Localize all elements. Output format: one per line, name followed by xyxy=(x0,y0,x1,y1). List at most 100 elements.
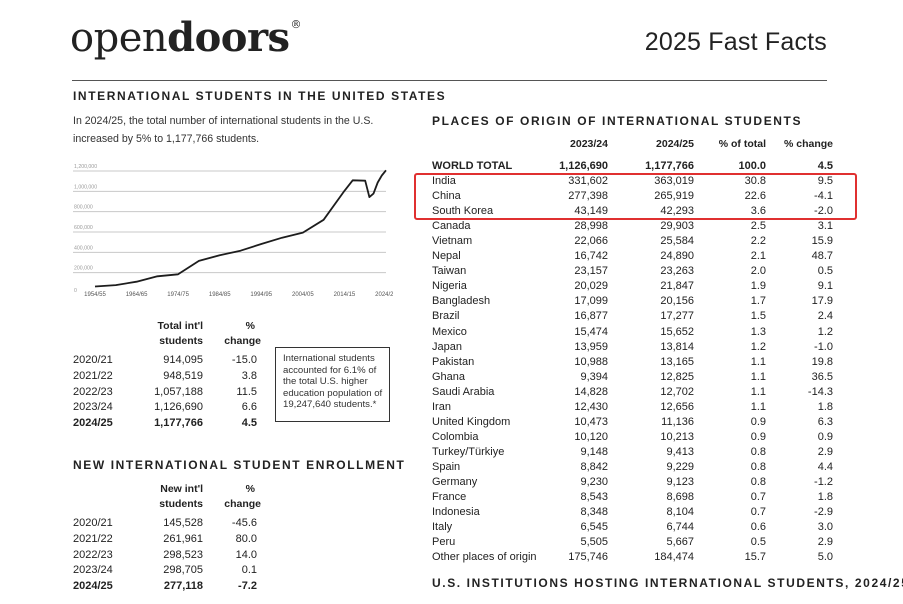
value-2024: 23,263 xyxy=(660,265,694,278)
pct-change: 0.5 xyxy=(817,265,833,278)
pct-change: 19.8 xyxy=(811,355,833,368)
country-name: China xyxy=(432,190,461,203)
x-tick-label: 1994/95 xyxy=(250,292,272,298)
pct-change: -2.0 xyxy=(814,205,833,218)
origin-row: Saudi Arabia 14,828 12,702 1.1 -14.3 xyxy=(432,385,836,400)
country-name: Saudi Arabia xyxy=(432,385,495,398)
value-2023: 5,505 xyxy=(580,536,608,549)
value-2024: 11,136 xyxy=(661,415,694,428)
country-name: Pakistan xyxy=(432,355,475,368)
pct-change: 0.9 xyxy=(817,430,833,443)
table-row: 2023/24 298,705 0.1 xyxy=(73,563,263,578)
table-header-line2: students change xyxy=(73,497,263,512)
y-tick-label: 0 xyxy=(74,288,77,294)
country-name: United Kingdom xyxy=(432,415,511,428)
pct-total: 1.2 xyxy=(750,340,766,353)
country-name: Japan xyxy=(432,340,462,353)
origin-row: Germany 9,230 9,123 0.8 -1.2 xyxy=(432,475,836,490)
col-change-header-2: change xyxy=(224,335,261,347)
top-three-highlight-box xyxy=(414,173,857,220)
value-2024: 9,413 xyxy=(666,445,694,458)
change-cell: 3.8 xyxy=(241,369,257,382)
col-change-header: % xyxy=(245,483,255,495)
col-total-header: Total int'l xyxy=(157,320,203,332)
change-cell: 14.0 xyxy=(235,548,257,561)
x-tick-label: 1984/85 xyxy=(209,292,231,298)
world-total-2023: 1,126,690 xyxy=(559,160,608,172)
pct-total: 1.1 xyxy=(750,355,766,368)
pct-total: 1.5 xyxy=(750,310,766,323)
value-2023: 8,543 xyxy=(580,491,608,504)
series-line-international-students xyxy=(94,169,387,288)
pct-total: 22.6 xyxy=(744,190,766,203)
country-name: Germany xyxy=(432,476,478,488)
pct-total: 0.6 xyxy=(750,521,766,534)
country-name: Colombia xyxy=(432,430,479,443)
table-row: 2022/23 1,057,188 11.5 xyxy=(73,385,263,400)
change-cell: 11.5 xyxy=(236,385,257,398)
year-cell: 2023/24 xyxy=(73,401,113,414)
enrollment-heading: NEW INTERNATIONAL STUDENT ENROLLMENT xyxy=(73,458,406,472)
pct-change: 1.2 xyxy=(817,325,833,338)
value-2024: 17,277 xyxy=(660,310,694,323)
pct-total: 0.9 xyxy=(750,415,766,428)
pct-total: 2.2 xyxy=(750,235,766,248)
origin-row: Vietnam 22,066 25,584 2.2 15.9 xyxy=(432,234,836,249)
value-2023: 9,148 xyxy=(580,445,608,458)
origin-row: United Kingdom 10,473 11,136 0.9 6.3 xyxy=(432,415,836,430)
col-pct-change-header: % change xyxy=(783,138,833,150)
value-2023: 6,545 xyxy=(580,521,608,534)
pct-total: 0.8 xyxy=(750,476,766,488)
value-2024: 5,667 xyxy=(666,536,694,549)
col-change-header-2: change xyxy=(224,498,261,510)
country-name: South Korea xyxy=(432,205,494,218)
value-2023: 16,877 xyxy=(574,310,608,323)
value-2024: 184,474 xyxy=(654,551,694,564)
pct-total: 1.9 xyxy=(750,280,766,293)
value-2023: 8,842 xyxy=(580,460,608,473)
opendoors-logo: opendoors® xyxy=(70,14,302,61)
change-cell: 6.6 xyxy=(241,401,257,414)
table-header-line1: New int'l % xyxy=(73,482,263,497)
origin-row: China 277,398 265,919 22.6 -4.1 xyxy=(432,189,836,204)
pct-change: 2.9 xyxy=(817,445,833,458)
value-2024: 15,652 xyxy=(660,325,694,338)
pct-total: 1.7 xyxy=(750,295,766,308)
y-tick-label: 400,000 xyxy=(74,245,93,251)
country-name: Brazil xyxy=(432,310,460,323)
value-2024: 25,584 xyxy=(660,235,694,248)
pct-total: 3.6 xyxy=(750,205,766,218)
pct-change: -14.3 xyxy=(807,385,833,398)
total-cell: 1,057,188 xyxy=(154,385,203,398)
value-2024: 9,229 xyxy=(666,460,694,473)
pct-change: 9.5 xyxy=(817,175,833,187)
value-2024: 29,903 xyxy=(660,220,694,233)
table-row: 2020/21 145,528 -45.6 xyxy=(73,516,263,531)
pct-change: 9.1 xyxy=(817,280,833,293)
table-row: 2024/25 1,177,766 4.5 xyxy=(73,416,263,431)
x-tick-label: 2024/25 xyxy=(375,292,393,298)
origin-table-header: 2023/24 2024/25 % of total % change xyxy=(432,137,836,152)
change-cell: 80.0 xyxy=(235,532,257,545)
pct-change: -2.9 xyxy=(814,506,833,519)
country-name: Peru xyxy=(432,536,456,549)
origin-row: Italy 6,545 6,744 0.6 3.0 xyxy=(432,520,836,535)
origin-row: Indonesia 8,348 8,104 0.7 -2.9 xyxy=(432,505,836,520)
intl-students-line-chart: 0 200,000 400,000 600,000 800,000 1,000,000 1,… xyxy=(73,164,393,298)
value-2024: 8,698 xyxy=(666,491,694,504)
institutions-heading: U.S. INSTITUTIONS HOSTING INTERNATIONAL … xyxy=(432,576,903,590)
col-2024-header: 2024/25 xyxy=(656,138,694,150)
table-row: 2020/21 914,095 -15.0 xyxy=(73,353,263,368)
col-pct-total-header: % of total xyxy=(718,138,766,150)
pct-total: 0.7 xyxy=(750,506,766,519)
page-title: 2025 Fast Facts xyxy=(644,28,827,56)
y-tick-label: 200,000 xyxy=(74,266,93,272)
value-2023: 277,398 xyxy=(568,190,608,203)
country-name: Indonesia xyxy=(432,506,480,519)
value-2024: 8,104 xyxy=(666,506,694,519)
x-tick-label: 1954/55 xyxy=(84,292,106,298)
year-cell: 2024/25 xyxy=(73,417,113,430)
origin-row: Japan 13,959 13,814 1.2 -1.0 xyxy=(432,340,836,355)
pct-total: 1.3 xyxy=(750,325,766,338)
pct-change: 15.9 xyxy=(811,235,833,248)
